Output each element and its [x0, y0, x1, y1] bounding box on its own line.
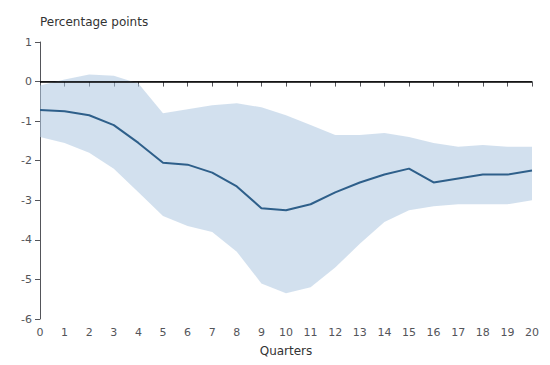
svg-text:2: 2 — [86, 326, 93, 339]
svg-text:-5: -5 — [21, 273, 32, 286]
svg-text:5: 5 — [160, 326, 167, 339]
svg-text:0: 0 — [37, 326, 44, 339]
svg-text:-2: -2 — [21, 154, 32, 167]
svg-text:-6: -6 — [21, 313, 32, 326]
svg-text:10: 10 — [279, 326, 293, 339]
svg-text:8: 8 — [233, 326, 240, 339]
svg-text:6: 6 — [184, 326, 191, 339]
svg-text:-1: -1 — [21, 115, 32, 128]
svg-text:-4: -4 — [21, 233, 32, 246]
svg-text:12: 12 — [328, 326, 342, 339]
svg-text:0: 0 — [25, 75, 32, 88]
svg-text:1: 1 — [61, 326, 68, 339]
svg-text:9: 9 — [258, 326, 265, 339]
svg-text:4: 4 — [135, 326, 142, 339]
svg-text:15: 15 — [402, 326, 416, 339]
svg-text:1: 1 — [25, 36, 32, 49]
svg-text:20: 20 — [525, 326, 539, 339]
svg-text:18: 18 — [476, 326, 490, 339]
svg-text:11: 11 — [304, 326, 318, 339]
svg-text:Percentage points: Percentage points — [40, 15, 148, 29]
svg-text:13: 13 — [353, 326, 367, 339]
svg-text:19: 19 — [500, 326, 514, 339]
svg-text:17: 17 — [451, 326, 465, 339]
svg-text:Quarters: Quarters — [260, 344, 313, 358]
svg-text:16: 16 — [427, 326, 441, 339]
svg-text:-3: -3 — [21, 194, 32, 207]
svg-text:3: 3 — [110, 326, 117, 339]
svg-text:14: 14 — [377, 326, 391, 339]
svg-text:7: 7 — [209, 326, 216, 339]
